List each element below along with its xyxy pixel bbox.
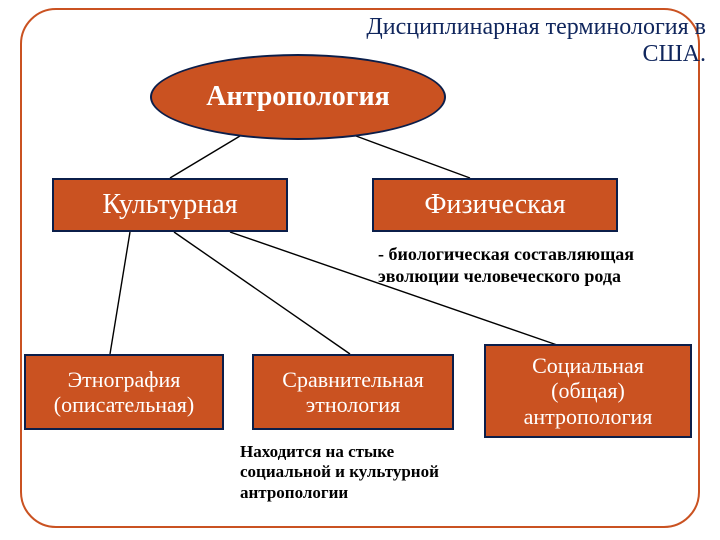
node-social-anthropology: Социальная (общая) антропология <box>484 344 692 438</box>
node-label: Физическая <box>424 189 565 221</box>
node-label: Этнография (описательная) <box>54 367 194 418</box>
node-label: Культурная <box>102 189 237 221</box>
node-root-anthropology: Антропология <box>150 54 446 140</box>
node-comparative-ethnology: Сравнительная этнология <box>252 354 454 430</box>
node-label: Антропология <box>206 81 390 113</box>
node-ethnography: Этнография (описательная) <box>24 354 224 430</box>
caption-physical-desc: - биологическая составляющая эволюции че… <box>378 244 688 287</box>
node-physical: Физическая <box>372 178 618 232</box>
caption-comparative-desc: Находится на стыке социальной и культурн… <box>240 442 470 503</box>
node-label: Социальная (общая) антропология <box>524 353 653 429</box>
node-cultural: Культурная <box>52 178 288 232</box>
node-label: Сравнительная этнология <box>282 367 423 418</box>
